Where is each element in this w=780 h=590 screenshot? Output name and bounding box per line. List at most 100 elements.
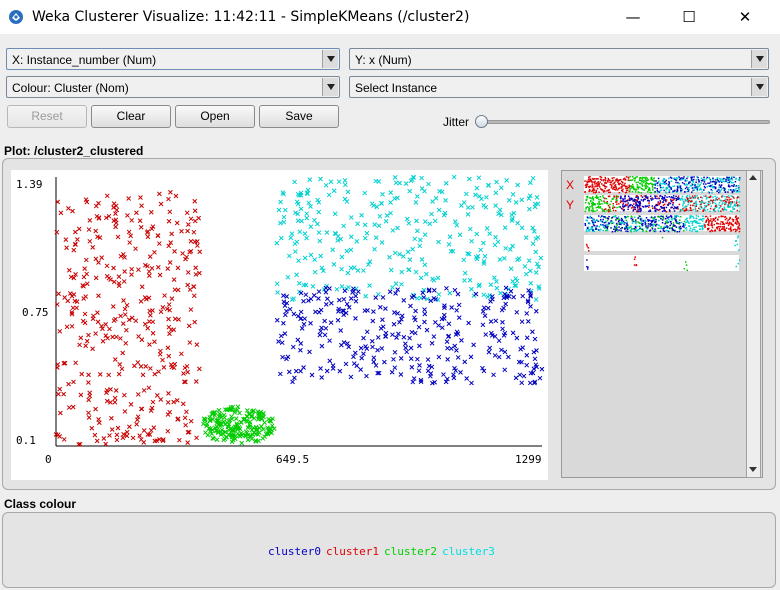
attribute-bar-x-dot: [659, 202, 661, 205]
attribute-bar-class[interactable]: [584, 255, 739, 271]
attribute-bar-x-dot: [724, 202, 726, 204]
data-point-cluster0: [456, 302, 462, 308]
y-axis-select[interactable]: Y: x (Num): [349, 48, 769, 70]
data-point-cluster3: [388, 190, 394, 195]
reset-button[interactable]: Reset: [7, 105, 87, 128]
data-point-cluster0: [392, 349, 398, 355]
data-point-cluster3: [319, 265, 325, 271]
attribute-bar-x-dot: [709, 207, 712, 210]
attribute-bar-x-dot: [694, 206, 696, 208]
attribute-bar-x-dot: [701, 207, 703, 209]
maximize-button[interactable]: ☐: [682, 8, 696, 26]
attribute-bar-cluster[interactable]: [584, 235, 739, 251]
data-point-cluster1: [77, 342, 82, 348]
save-button[interactable]: Save: [259, 105, 339, 128]
attribute-bar-x-dot: [667, 203, 670, 205]
attribute-bar-x-dot: [698, 207, 700, 210]
data-point-cluster1: [185, 270, 191, 275]
data-point-cluster3: [519, 197, 525, 203]
attribute-bar-class-dot: [587, 266, 589, 268]
data-point-cluster0: [532, 380, 537, 386]
data-point-cluster3: [377, 213, 383, 219]
attribute-bar-instance-number-dot: [622, 184, 624, 187]
attribute-bar-x-dot: [663, 199, 665, 202]
data-point-cluster0: [276, 339, 281, 344]
attribute-bar-y-dot: [737, 221, 739, 223]
jitter-slider-thumb[interactable]: [475, 115, 488, 128]
data-point-cluster3: [510, 216, 515, 222]
attribute-bar-y-dot: [588, 222, 590, 224]
chevron-down-icon[interactable]: [751, 50, 767, 68]
open-button[interactable]: Open: [175, 105, 255, 128]
attribute-bar-x-dot: [684, 209, 686, 211]
data-point-cluster3: [462, 270, 468, 276]
attribute-bar-y-dot: [646, 228, 648, 230]
scatter-plot-svg[interactable]: 1.39 0.75 0.1 0 649.5 1299: [11, 170, 548, 480]
data-point-cluster1: [149, 226, 155, 232]
x-axis-select[interactable]: X: Instance_number (Num): [6, 48, 340, 70]
attribute-bar-y-dot: [653, 217, 655, 219]
attribute-bar-y-dot: [642, 229, 644, 232]
chevron-down-icon[interactable]: [751, 78, 767, 96]
jitter-slider-track[interactable]: [476, 120, 770, 124]
legend-cluster0[interactable]: cluster0: [268, 545, 321, 558]
close-button[interactable]: ✕: [738, 8, 752, 26]
attribute-bar-x-dot: [631, 198, 633, 201]
scroll-down-arrow-icon[interactable]: [747, 463, 760, 477]
attribute-bar-x-dot: [673, 206, 676, 208]
data-point-cluster3: [413, 269, 419, 275]
select-instance-select[interactable]: Select Instance: [349, 76, 769, 98]
clear-button[interactable]: Clear: [91, 105, 171, 128]
attribute-bar-instance-number-dot: [693, 176, 695, 178]
data-point-cluster3: [320, 268, 326, 274]
attribute-bar-x-dot: [636, 195, 638, 197]
legend-cluster3[interactable]: cluster3: [441, 545, 495, 558]
attribute-bar-instance-number-dot: [719, 180, 722, 183]
data-point-cluster3: [478, 247, 483, 253]
attribute-bar-y-dot: [727, 224, 730, 227]
data-point-cluster2: [232, 410, 238, 415]
data-point-cluster1: [82, 266, 88, 271]
attribute-bar-y-dot: [738, 228, 741, 230]
data-point-cluster0: [511, 294, 517, 300]
attribute-bar-instance-number-dot: [640, 187, 643, 190]
attribute-bar-x-dot: [587, 202, 590, 204]
attribute-bar-instance-number-dot: [682, 177, 685, 180]
attribute-bar-y-dot: [620, 217, 623, 220]
minimize-button[interactable]: —: [625, 8, 641, 26]
data-point-cluster1: [112, 357, 118, 362]
chevron-down-icon[interactable]: [322, 50, 338, 68]
attribute-bars-panel[interactable]: X Y: [561, 170, 763, 478]
attribute-bar-instance-number-dot: [613, 186, 616, 188]
scatter-plot[interactable]: 1.39 0.75 0.1 0 649.5 1299: [11, 170, 548, 480]
attribute-bar-x-dot: [655, 204, 658, 207]
data-point-cluster0: [462, 359, 468, 365]
attribute-bar-y-dot: [598, 229, 600, 231]
scroll-up-arrow-icon[interactable]: [747, 171, 760, 185]
legend-cluster2[interactable]: cluster2: [383, 545, 437, 558]
data-point-cluster3: [348, 215, 354, 220]
attribute-bar-y-dot: [605, 220, 607, 223]
attribute-bar-y-dot: [694, 220, 696, 223]
chevron-down-icon[interactable]: [322, 78, 338, 96]
data-point-cluster0: [323, 285, 329, 291]
attribute-scrollbar[interactable]: [746, 170, 761, 478]
attribute-bars-svg[interactable]: X Y: [562, 171, 747, 477]
attribute-bar-x-dot: [681, 195, 684, 198]
data-point-cluster2: [221, 437, 226, 443]
attribute-bar-y-dot: [601, 215, 604, 217]
legend-cluster1[interactable]: cluster1: [325, 545, 379, 558]
colour-select[interactable]: Colour: Cluster (Nom): [6, 76, 340, 98]
attribute-bar-x-dot: [610, 200, 612, 203]
attribute-bars[interactable]: [584, 176, 741, 272]
attribute-bar-y-dot: [650, 216, 653, 219]
attribute-bar-x-dot: [725, 209, 728, 211]
data-point-cluster1: [93, 203, 99, 209]
attribute-bar-y-dot: [602, 229, 604, 232]
data-point-cluster0: [500, 326, 505, 332]
attribute-bar-instance-number-dot: [710, 185, 712, 188]
attribute-bar-instance-number-dot: [611, 185, 613, 187]
data-point-cluster3: [421, 287, 427, 293]
data-point-cluster0: [455, 355, 461, 360]
attribute-bar-y-dot: [650, 222, 652, 225]
